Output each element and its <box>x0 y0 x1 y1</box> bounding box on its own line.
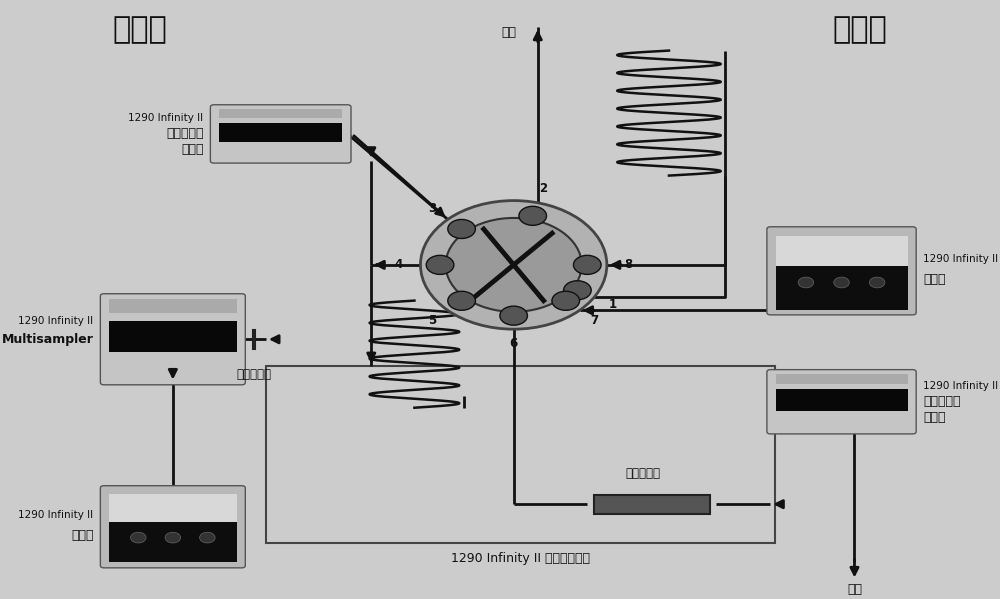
Circle shape <box>446 218 582 312</box>
Circle shape <box>834 277 849 288</box>
FancyBboxPatch shape <box>767 227 916 315</box>
Circle shape <box>500 306 527 325</box>
Text: 1290 Infinity II: 1290 Infinity II <box>128 113 203 123</box>
Text: 第一维: 第一维 <box>112 15 167 44</box>
Text: 第二维: 第二维 <box>833 15 888 44</box>
Bar <box>219 109 342 118</box>
Bar <box>266 366 775 543</box>
Bar <box>109 299 237 313</box>
Bar <box>253 330 255 349</box>
Text: 高速泵: 高速泵 <box>923 273 946 286</box>
Text: 检测器: 检测器 <box>181 143 203 156</box>
Text: 1290 Infinity II: 1290 Infinity II <box>18 510 93 520</box>
FancyBboxPatch shape <box>210 105 351 163</box>
Bar <box>219 123 342 142</box>
FancyBboxPatch shape <box>767 370 916 434</box>
FancyBboxPatch shape <box>100 294 245 385</box>
Circle shape <box>519 206 547 225</box>
FancyBboxPatch shape <box>100 486 245 568</box>
Text: 一维色谱柱: 一维色谱柱 <box>236 368 271 381</box>
Text: 5: 5 <box>428 314 437 327</box>
Bar <box>594 495 710 514</box>
Text: Multisampler: Multisampler <box>2 333 93 346</box>
Text: 高速泵: 高速泵 <box>71 529 93 542</box>
Circle shape <box>798 277 814 288</box>
Text: 4: 4 <box>395 258 403 271</box>
Text: 废液: 废液 <box>501 26 516 40</box>
Circle shape <box>869 277 885 288</box>
Text: 检测器: 检测器 <box>923 411 946 423</box>
Bar <box>776 266 908 310</box>
Circle shape <box>552 291 580 310</box>
Text: 1290 Infinity II: 1290 Infinity II <box>18 316 93 326</box>
Text: 3: 3 <box>429 202 437 216</box>
Circle shape <box>165 533 181 543</box>
Text: 2: 2 <box>539 182 547 195</box>
Circle shape <box>448 291 475 310</box>
Text: 二维色谱柱: 二维色谱柱 <box>626 467 661 480</box>
Text: 1: 1 <box>609 298 617 311</box>
Text: 1290 Infinity II: 1290 Infinity II <box>923 254 998 264</box>
Text: 1290 Infinity II 高容量柱温箱: 1290 Infinity II 高容量柱温箱 <box>451 552 590 565</box>
Circle shape <box>573 255 601 274</box>
Text: 6: 6 <box>510 337 518 350</box>
Text: 1290 Infinity II: 1290 Infinity II <box>923 382 998 391</box>
Circle shape <box>200 533 215 543</box>
Text: 7: 7 <box>591 314 599 327</box>
Circle shape <box>448 219 475 238</box>
Bar <box>776 374 908 384</box>
Circle shape <box>426 255 454 274</box>
Bar <box>109 522 237 562</box>
Bar <box>776 389 908 411</box>
Text: 8: 8 <box>624 258 632 271</box>
Circle shape <box>420 201 607 329</box>
Bar <box>776 236 908 266</box>
Text: 二极管阵列: 二极管阵列 <box>166 128 203 140</box>
Text: 废液: 废液 <box>847 583 862 597</box>
Circle shape <box>564 281 591 300</box>
Bar <box>109 494 237 522</box>
Circle shape <box>131 533 146 543</box>
Text: 二极管阵列: 二极管阵列 <box>923 395 961 409</box>
Bar <box>109 321 237 352</box>
